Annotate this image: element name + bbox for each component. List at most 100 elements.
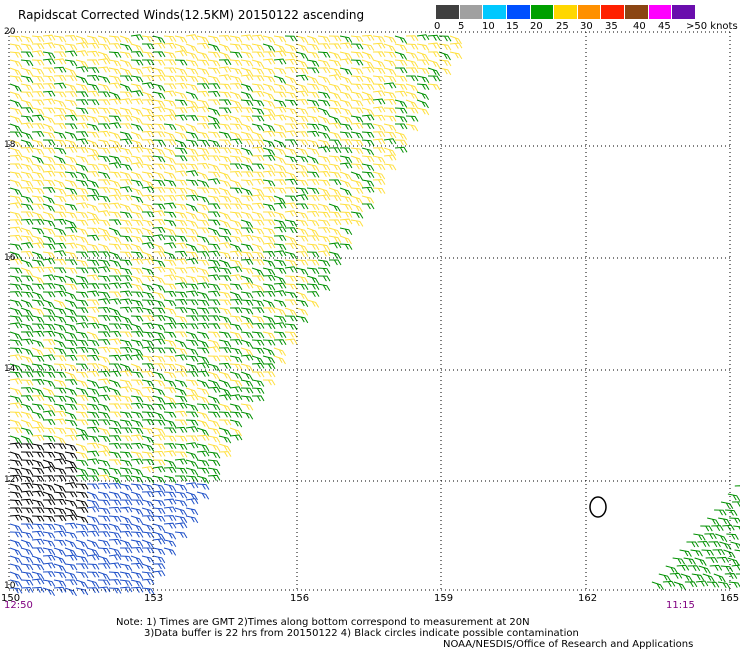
wind-barb	[196, 387, 210, 396]
wind-barb	[383, 147, 397, 156]
wind-barb	[42, 90, 56, 97]
wind-barb	[251, 315, 265, 323]
wind-barb	[119, 267, 133, 276]
wind-barb	[97, 210, 111, 217]
wind-barb	[53, 250, 67, 257]
wind-barb	[152, 419, 166, 426]
wind-barb	[141, 179, 154, 189]
wind-barb	[218, 91, 232, 98]
wind-barb	[229, 59, 243, 67]
wind-barb	[20, 251, 34, 257]
wind-barb	[185, 394, 199, 401]
wind-barb	[284, 338, 298, 345]
wind-barb	[31, 291, 44, 301]
wind-barb	[295, 67, 309, 75]
wind-barb	[64, 35, 78, 42]
wind-barb	[328, 179, 342, 186]
wind-barb	[42, 554, 56, 561]
wind-barb	[317, 250, 331, 257]
wind-barb	[185, 459, 199, 468]
wind-barb	[31, 571, 45, 580]
wind-barb	[196, 282, 210, 289]
wind-barb	[86, 90, 100, 97]
wind-barb	[119, 515, 132, 525]
wind-barb	[75, 530, 89, 537]
wind-barb	[97, 155, 111, 163]
wind-barb	[86, 467, 100, 476]
legend-swatch	[459, 5, 484, 19]
wind-barb	[273, 67, 287, 75]
wind-barb	[251, 187, 265, 196]
wind-barb	[251, 259, 265, 266]
wind-barb	[141, 363, 155, 370]
wind-barb	[97, 386, 111, 393]
wind-barb	[251, 146, 265, 153]
lat-label-12: 12	[4, 475, 16, 485]
wind-barb	[262, 379, 276, 386]
wind-barb	[163, 491, 177, 498]
wind-barb	[328, 43, 342, 50]
note-line-1: Note: 1) Times are GMT 2)Times along bot…	[116, 617, 530, 628]
wind-barb	[130, 59, 144, 66]
wind-barb	[306, 219, 320, 227]
wind-barb	[108, 139, 122, 148]
wind-barb	[64, 571, 78, 580]
wind-barb	[317, 43, 331, 50]
wind-barb	[42, 203, 56, 212]
wind-barb	[207, 195, 221, 203]
wind-barb	[108, 562, 122, 569]
wind-barb	[9, 442, 23, 449]
wind-barb	[108, 523, 122, 532]
wind-barb	[229, 75, 243, 84]
wind-barb	[229, 283, 243, 291]
wind-barb	[240, 275, 254, 284]
wind-barb	[20, 379, 34, 386]
wind-barb	[9, 451, 23, 460]
wind-barb	[20, 43, 34, 51]
wind-barb	[86, 315, 100, 324]
wind-barb	[42, 371, 56, 378]
wind-barb	[75, 227, 89, 236]
wind-barb	[9, 171, 23, 179]
wind-barb	[262, 331, 276, 340]
wind-barb	[251, 171, 265, 178]
wind-barb	[229, 266, 243, 273]
lon-label-159: 159	[434, 593, 454, 604]
wind-barb	[64, 139, 78, 148]
wind-barb	[229, 394, 243, 401]
wind-barb	[361, 203, 375, 210]
wind-barb	[9, 131, 23, 138]
wind-barb	[416, 43, 430, 51]
wind-barb	[64, 259, 78, 266]
wind-barb	[284, 91, 298, 99]
wind-barb	[328, 163, 342, 171]
wind-barb	[361, 139, 375, 146]
wind-barb	[64, 194, 78, 201]
wind-barb	[86, 411, 100, 419]
wind-barb	[317, 131, 331, 140]
wind-barb	[31, 323, 45, 330]
wind-barb	[20, 523, 34, 530]
wind-barb	[196, 315, 210, 322]
wind-barb	[9, 419, 23, 428]
wind-barb	[130, 451, 144, 459]
wind-barb	[328, 107, 342, 114]
wind-barb	[152, 403, 166, 411]
wind-barb	[240, 243, 254, 251]
wind-barb	[163, 531, 177, 540]
wind-barb	[108, 363, 122, 370]
wind-barb	[350, 115, 364, 123]
wind-barb	[141, 355, 155, 363]
wind-barb	[196, 411, 210, 420]
wind-barb	[240, 107, 254, 114]
wind-barb	[262, 179, 276, 187]
wind-barb	[152, 51, 166, 58]
wind-barb	[229, 179, 242, 189]
wind-barb	[141, 563, 154, 573]
wind-barb	[735, 573, 740, 575]
wind-barb	[350, 171, 363, 181]
wind-barb	[53, 307, 67, 315]
wind-barb	[141, 35, 155, 43]
wind-barb	[416, 83, 430, 91]
wind-barb	[185, 43, 198, 53]
